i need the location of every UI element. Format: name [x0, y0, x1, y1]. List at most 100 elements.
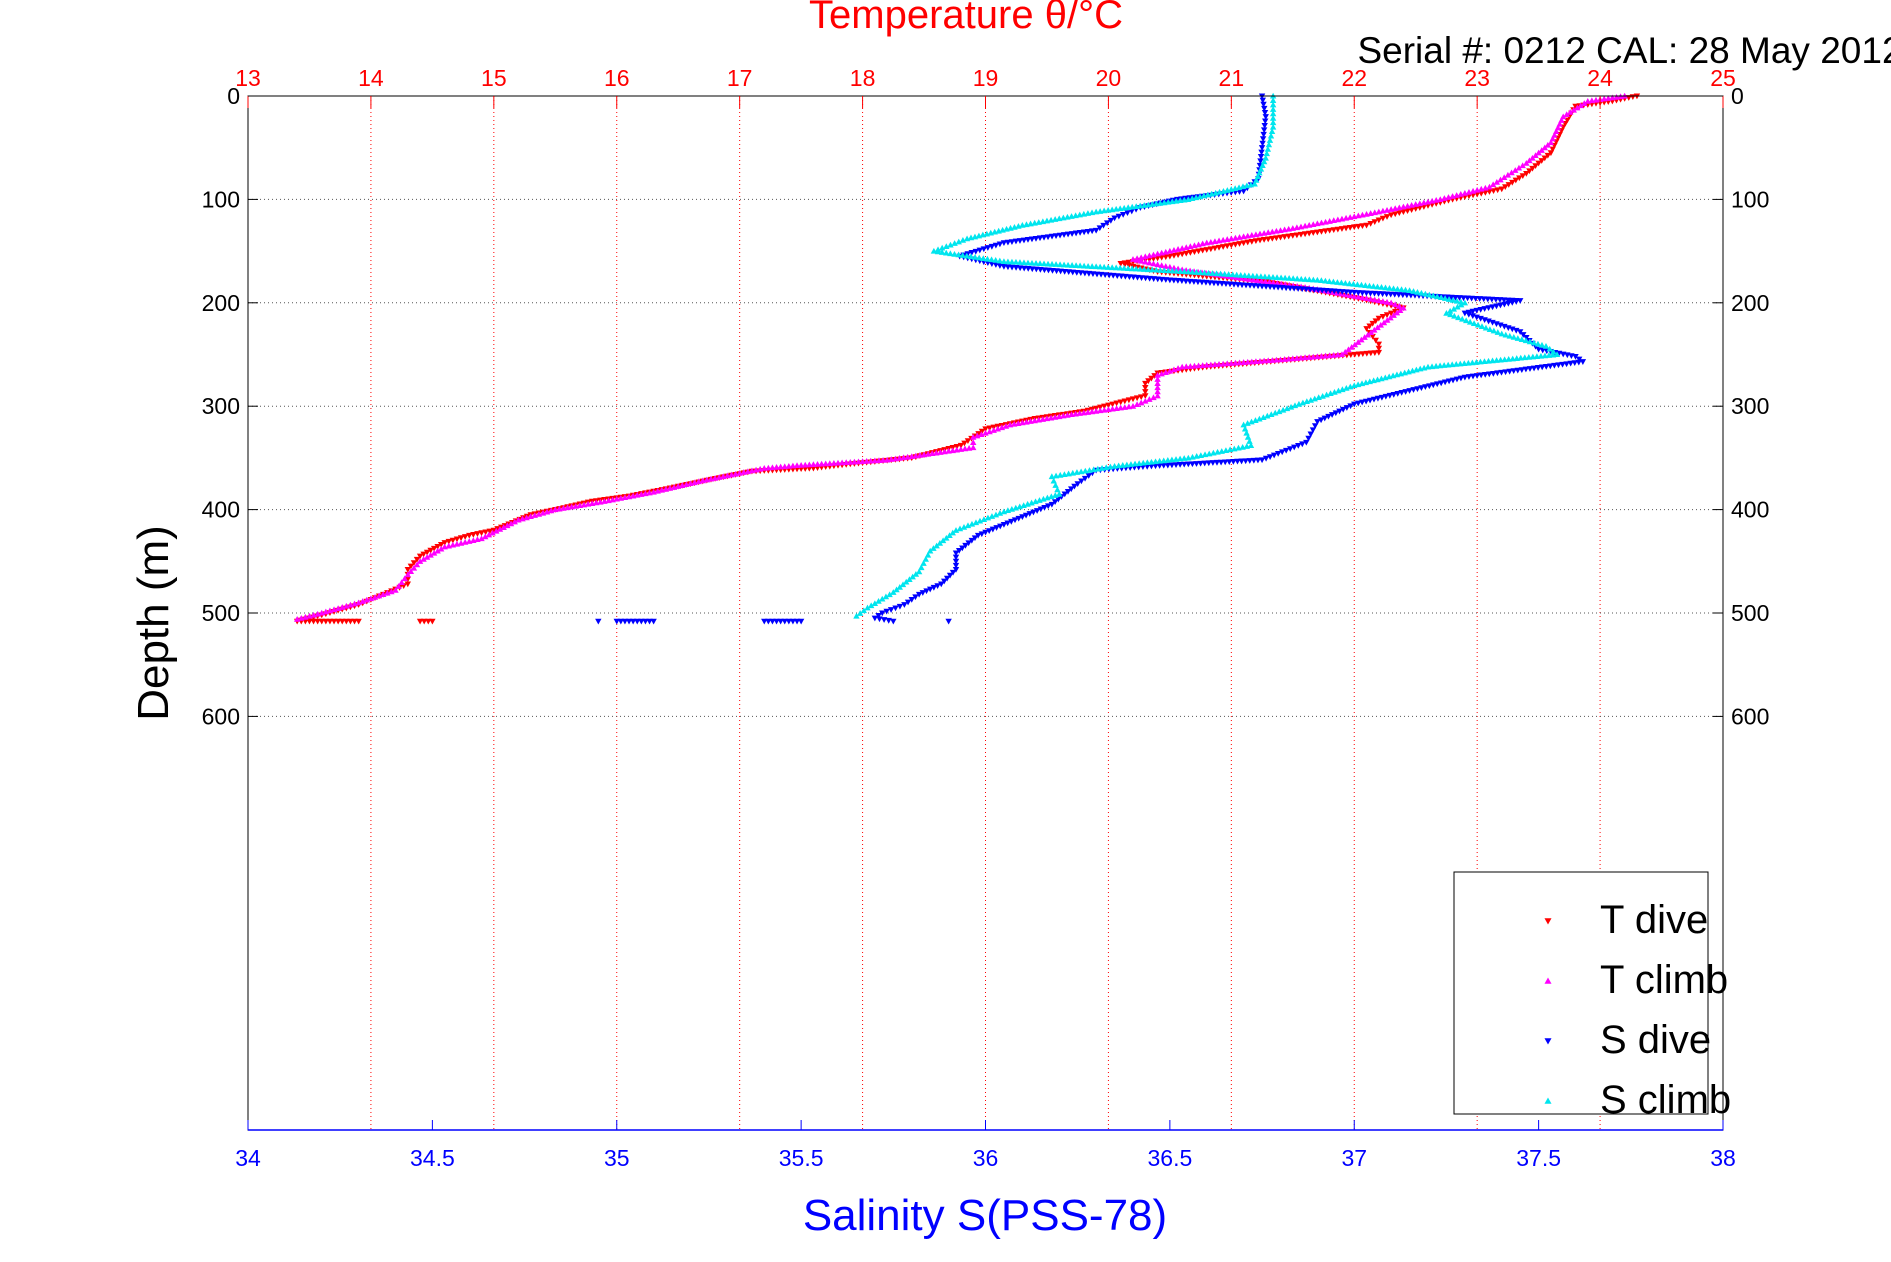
data-point [367, 595, 375, 602]
data-point [964, 522, 972, 529]
data-point [1581, 100, 1588, 106]
data-point [1028, 499, 1035, 506]
data-point [1605, 95, 1612, 101]
data-point [971, 535, 979, 542]
data-point [1266, 454, 1274, 460]
data-point [1148, 375, 1155, 382]
data-point [1015, 420, 1022, 426]
data-point [1044, 503, 1052, 510]
data-point [992, 257, 999, 263]
data-point [1420, 199, 1428, 206]
data-point [1142, 397, 1149, 404]
data-point [955, 238, 962, 245]
data-point [1133, 203, 1140, 209]
data-point [1206, 450, 1213, 457]
data-point [1355, 293, 1362, 300]
data-point [1097, 407, 1104, 414]
data-point [1172, 456, 1180, 462]
data-point [1515, 164, 1523, 171]
data-point [1526, 157, 1533, 164]
data-point [1229, 271, 1236, 278]
data-point [1550, 348, 1557, 355]
data-point [1401, 369, 1408, 376]
data-point [1101, 406, 1108, 413]
data-point [1418, 289, 1425, 296]
data-point [988, 513, 996, 519]
data-point [388, 588, 395, 595]
data-point [1294, 275, 1301, 282]
data-point [1384, 317, 1391, 323]
data-point [1383, 298, 1391, 305]
data-point [938, 244, 946, 251]
data-point [1432, 197, 1440, 203]
data-point [1003, 225, 1010, 232]
data-point [943, 575, 951, 582]
data-point [1044, 260, 1052, 267]
data-point [1434, 293, 1441, 300]
data-point [834, 459, 842, 466]
data-point [1362, 379, 1370, 386]
data-point [1071, 483, 1078, 490]
data-point [1119, 212, 1127, 218]
data-point [1465, 188, 1473, 195]
data-point [1473, 359, 1480, 365]
data-point [1251, 180, 1258, 187]
depth-tick-label-right: 500 [1731, 600, 1769, 626]
data-point [1262, 455, 1270, 462]
data-point [1092, 407, 1100, 414]
data-point [1486, 326, 1494, 332]
data-point [1026, 511, 1033, 517]
data-point [957, 446, 965, 452]
data-point [1037, 506, 1045, 513]
data-point [1256, 415, 1263, 422]
data-point [1036, 260, 1044, 267]
data-point [1413, 366, 1420, 373]
data-point [1152, 458, 1159, 465]
data-point [1128, 265, 1136, 272]
data-point [1358, 380, 1366, 387]
data-point [1523, 335, 1530, 341]
data-point [1446, 307, 1454, 314]
data-point [939, 537, 947, 544]
data-point [1408, 201, 1415, 208]
data-point [946, 572, 954, 579]
data-point [934, 248, 942, 255]
data-point [1303, 439, 1310, 446]
data-point [970, 439, 977, 445]
data-point [1375, 208, 1383, 215]
data-point [576, 502, 584, 509]
data-point [1379, 215, 1387, 222]
data-point [1530, 339, 1538, 346]
data-point [1268, 128, 1276, 135]
data-point [1256, 357, 1264, 364]
data-point [952, 558, 960, 565]
data-point [1317, 417, 1325, 424]
data-point [1351, 341, 1359, 348]
data-point [1272, 409, 1279, 416]
data-point [1074, 481, 1081, 487]
data-point [785, 462, 793, 469]
data-point [1269, 97, 1277, 103]
data-point [1459, 315, 1466, 322]
data-point [1398, 286, 1405, 293]
data-point [1498, 330, 1505, 337]
data-point [1269, 106, 1277, 112]
data-point [1494, 329, 1501, 335]
data-point [1289, 355, 1296, 362]
data-point [1252, 231, 1260, 238]
data-point [1185, 196, 1192, 202]
data-point [1289, 275, 1297, 282]
data-point [1341, 348, 1349, 355]
data-point [1322, 218, 1329, 225]
data-point [773, 618, 780, 625]
data-point [1209, 270, 1216, 276]
data-point [1072, 212, 1079, 219]
data-point [1297, 223, 1305, 230]
data-point [1125, 403, 1133, 410]
data-point [1100, 222, 1107, 229]
data-point [434, 543, 441, 550]
data-point [1397, 370, 1405, 377]
data-point [1022, 512, 1030, 519]
data-point [1366, 378, 1373, 385]
data-point [572, 502, 579, 509]
